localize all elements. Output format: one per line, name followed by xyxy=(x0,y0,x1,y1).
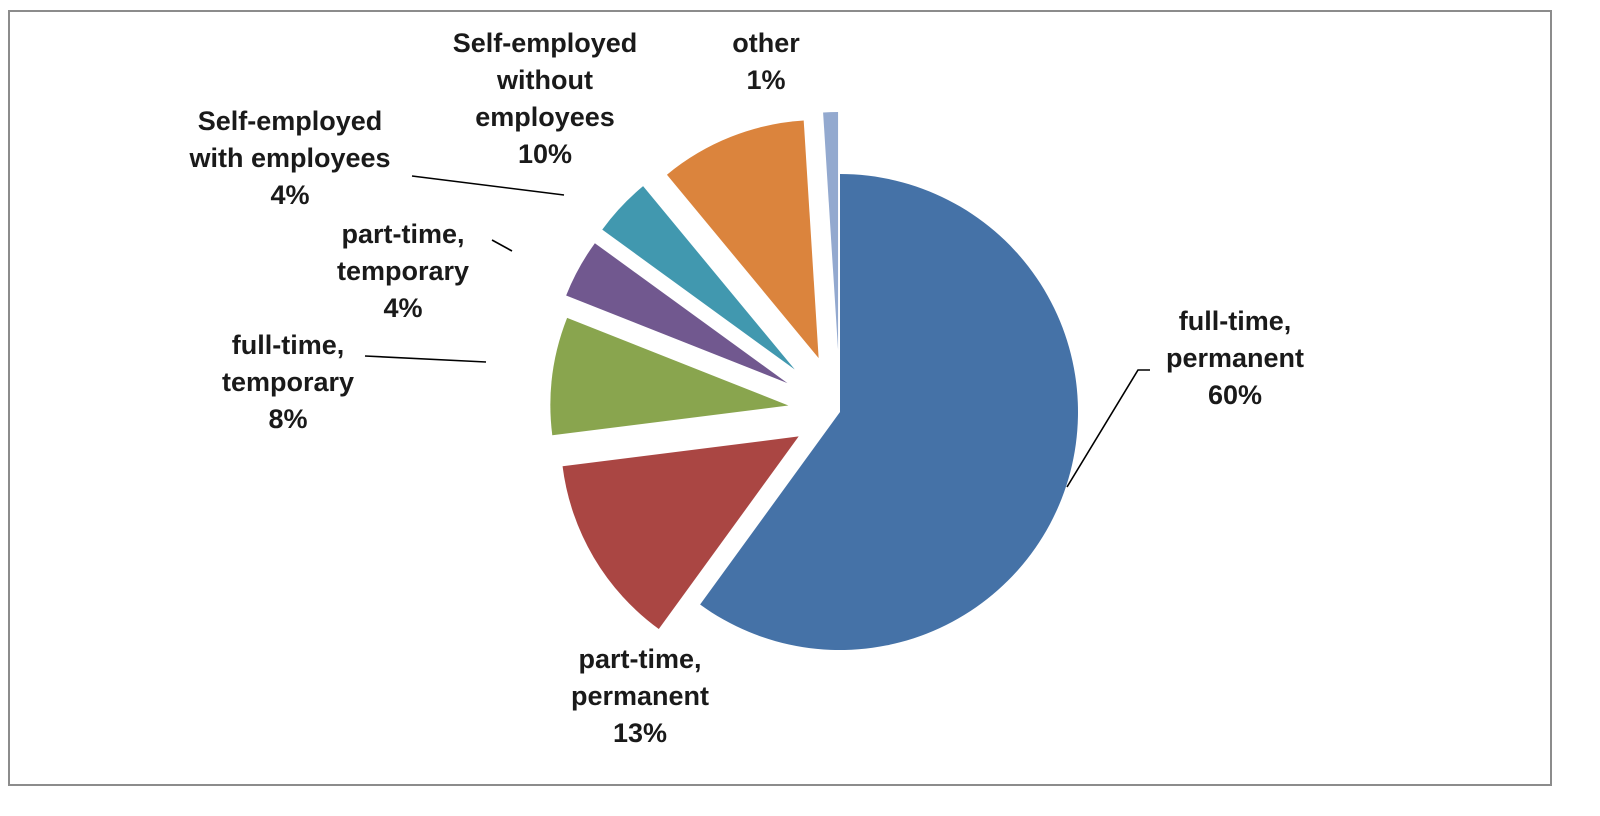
slice-category-label: permanent xyxy=(1166,343,1304,373)
slice-category-label: with employees xyxy=(188,143,390,173)
slice-value-label: 8% xyxy=(268,404,307,434)
leader-line-3 xyxy=(364,355,487,363)
pie-slice-2 xyxy=(562,436,799,629)
slice-label-4: part-time, temporary 4% xyxy=(337,219,469,323)
slice-label-6: Self-employed without employees 10% xyxy=(453,28,638,169)
leader-line-5 xyxy=(411,175,565,196)
leader-line-1 xyxy=(1066,369,1150,488)
slice-label-1: full-time, permanent 60% xyxy=(1166,306,1304,410)
leader-line-4 xyxy=(491,239,513,252)
slice-category-label: full-time, xyxy=(232,330,345,360)
pie-slice-1 xyxy=(700,174,1079,650)
leaders-layer xyxy=(364,175,1150,488)
slice-label-7: other 1% xyxy=(732,28,800,95)
labels-layer: full-time, permanent 60% part-time, permanen… xyxy=(188,28,1304,748)
slice-value-label: 4% xyxy=(383,293,422,323)
pie-slice-7 xyxy=(823,112,839,351)
slice-value-label: 13% xyxy=(613,718,667,748)
slices-layer xyxy=(550,112,1079,650)
slice-category-label: Self-employed xyxy=(198,106,383,136)
slice-category-label: employees xyxy=(475,102,615,132)
slice-category-label: Self-employed xyxy=(453,28,638,58)
slice-category-label: part-time, xyxy=(578,644,701,674)
pie-slice-3 xyxy=(550,317,789,436)
slice-category-label: temporary xyxy=(337,256,469,286)
slice-label-2: part-time, permanent 13% xyxy=(571,644,709,748)
slice-category-label: temporary xyxy=(222,367,354,397)
slice-value-label: 60% xyxy=(1208,380,1262,410)
pie-slice-4 xyxy=(566,243,788,384)
slice-value-label: 10% xyxy=(518,139,572,169)
slice-category-label: part-time, xyxy=(341,219,464,249)
slice-label-5: Self-employed with employees 4% xyxy=(188,106,390,210)
pie-slice-5 xyxy=(602,186,795,370)
slice-value-label: 4% xyxy=(270,180,309,210)
slice-category-label: permanent xyxy=(571,681,709,711)
slice-value-label: 1% xyxy=(746,65,785,95)
pie-slice-6 xyxy=(666,120,819,359)
slice-label-3: full-time, temporary 8% xyxy=(222,330,354,434)
slice-category-label: full-time, xyxy=(1179,306,1292,336)
slice-category-label: without xyxy=(496,65,593,95)
slice-category-label: other xyxy=(732,28,800,58)
